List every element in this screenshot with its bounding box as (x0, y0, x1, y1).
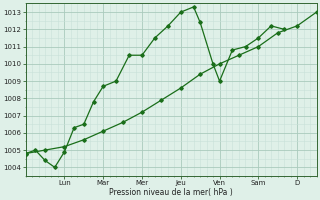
X-axis label: Pression niveau de la mer( hPa ): Pression niveau de la mer( hPa ) (109, 188, 233, 197)
